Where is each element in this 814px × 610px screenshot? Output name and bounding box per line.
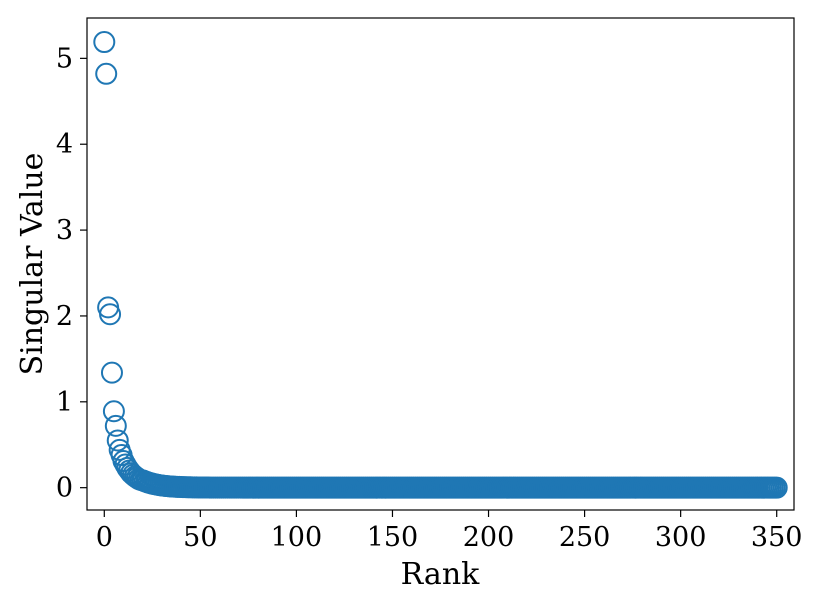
data-point — [104, 414, 127, 437]
x-axis: 0 50 100 150 200 250 300 350 — [96, 510, 803, 553]
data-point — [95, 62, 118, 85]
data-point — [765, 476, 788, 499]
x-tick-label: 50 — [183, 522, 217, 553]
data-point — [99, 303, 122, 326]
y-tick-label: 1 — [56, 387, 73, 418]
y-tick-label: 2 — [56, 301, 73, 332]
x-tick-label: 300 — [655, 522, 707, 553]
plot-frame — [86, 17, 795, 511]
x-tick-label: 150 — [367, 522, 419, 553]
data-point — [93, 31, 116, 54]
points-layer — [93, 31, 788, 499]
x-axis-label: Rank — [401, 557, 480, 592]
data-point — [97, 296, 120, 319]
y-tick-label: 5 — [56, 43, 73, 74]
y-axis: 0 1 2 3 4 5 — [56, 43, 87, 504]
y-tick-label: 0 — [56, 473, 73, 504]
x-tick-label: 350 — [751, 522, 803, 553]
y-tick-label: 3 — [56, 215, 73, 246]
x-tick-label: 100 — [271, 522, 323, 553]
y-axis-label: Singular Value — [15, 153, 50, 376]
data-point — [100, 361, 123, 384]
data-point — [106, 429, 129, 452]
x-tick-label: 0 — [96, 522, 113, 553]
data-point — [102, 400, 125, 423]
x-tick-label: 200 — [463, 522, 515, 553]
y-tick-label: 4 — [56, 129, 73, 160]
x-tick-label: 250 — [559, 522, 611, 553]
